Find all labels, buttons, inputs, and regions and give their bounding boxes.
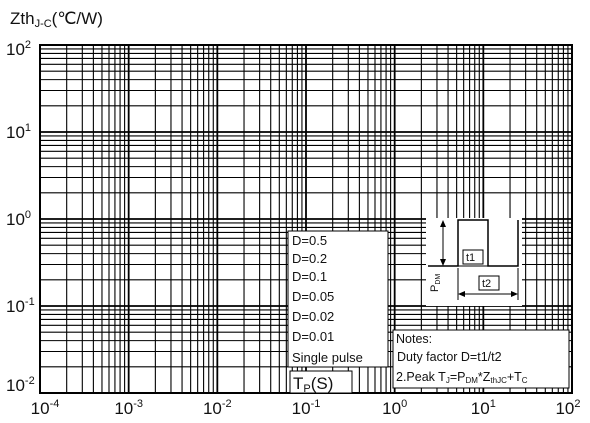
pulse-waveform-inset: PDM t1 t2	[426, 218, 522, 306]
legend-entry: D=0.1	[292, 269, 327, 284]
legend-entry: D=0.5	[292, 233, 327, 248]
legend: D=0.5 D=0.2 D=0.1 D=0.05 D=0.02 D=0.01 Single …	[287, 230, 389, 368]
y-axis-label: ZthJ-C(℃/W)	[10, 9, 103, 30]
y-tick-label: 102	[6, 39, 31, 59]
legend-entry: Single pulse	[292, 350, 363, 365]
t2-label: t2	[482, 278, 491, 290]
x-tick-label: 10-1	[292, 398, 321, 418]
t1-label: t1	[466, 252, 475, 264]
legend-entry: D=0.01	[292, 329, 334, 344]
x-tick-labels: 10-4 10-3 10-2 10-1 100 101 102	[31, 398, 581, 418]
y-tick-label: 10-1	[6, 296, 35, 316]
notes-line1: Duty factor D=t1/t2	[397, 350, 502, 364]
legend-entry: D=0.05	[292, 289, 334, 304]
y-tick-labels: 10-2 10-1 100 101 102	[6, 39, 35, 395]
notes-box: Notes: Duty factor D=t1/t2 2.Peak TJ=PDM…	[392, 329, 570, 389]
legend-entry: D=0.2	[292, 251, 327, 266]
x-tick-label: 10-3	[114, 398, 143, 418]
notes-heading: Notes:	[396, 332, 432, 346]
x-tick-label: 101	[471, 398, 496, 418]
legend-entry: D=0.02	[292, 309, 334, 324]
x-tick-label: 10-2	[203, 398, 232, 418]
x-tick-label: 102	[555, 398, 580, 418]
x-tick-label: 100	[382, 398, 407, 418]
x-tick-label: 10-4	[31, 398, 60, 418]
notes-line2: 2.Peak TJ=PDM*ZthJC+TC	[396, 370, 528, 385]
y-tick-label: 10-2	[6, 375, 35, 395]
y-tick-label: 101	[6, 122, 31, 142]
svg-text:TP(S): TP(S)	[293, 374, 333, 395]
y-tick-label: 100	[6, 209, 31, 229]
x-axis-label: TP(S)	[289, 370, 353, 395]
pdm-label: PDM	[429, 274, 442, 292]
